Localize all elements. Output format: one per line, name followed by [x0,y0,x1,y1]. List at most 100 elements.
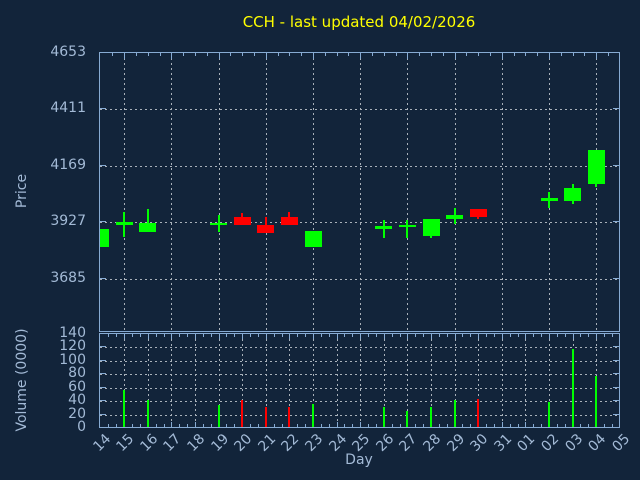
volume-ytick [100,373,106,375]
volume-xtick [517,334,519,337]
candle-body [375,226,393,229]
price-xtick [395,53,397,56]
price-xtick [560,53,562,56]
candle-body [422,219,440,236]
price-axis-label: Price [14,173,30,209]
price-xtick [431,53,432,56]
volume-xtick [344,334,346,337]
volume-bar [146,399,149,427]
volume-xtick [289,334,291,339]
volume-xtick [415,424,417,427]
price-ytick [613,164,619,166]
x-axis-label: Day [345,452,373,468]
volume-xtick [509,424,511,427]
volume-xtick [336,334,338,339]
volume-gridline [525,334,527,427]
volume-xtick [250,424,252,427]
price-xtick [372,53,373,56]
volume-tick-label: 80 [68,365,86,382]
price-xtick [466,53,468,56]
price-xtick [360,53,362,59]
candle-body [100,228,110,248]
volume-xtick [171,334,173,339]
volume-gridline [100,401,619,403]
candle-body [540,198,558,201]
volume-xtick [344,424,346,427]
volume-bar [571,349,574,427]
volume-xtick [210,424,212,427]
volume-bar [217,404,220,427]
price-ytick [100,52,106,53]
volume-ytick [613,413,619,415]
volume-xtick [580,424,582,427]
candle-body [257,225,275,234]
volume-gridline [171,334,173,427]
volume-gridline [265,334,267,427]
volume-gridline [218,334,220,427]
volume-xtick [352,334,354,337]
volume-bar [288,406,291,427]
price-tick-label: 4169 [50,156,86,173]
candle-wick [406,220,409,238]
volume-gridline [100,347,619,349]
volume-xtick [360,334,362,339]
volume-xtick [234,334,236,337]
price-gridline [218,53,220,331]
volume-bar [382,407,385,427]
volume-xtick [163,424,165,427]
volume-xtick [423,424,425,427]
volume-xtick [596,334,598,339]
volume-xtick [108,424,110,427]
volume-xtick [179,424,181,427]
volume-xtick [431,334,432,339]
volume-xtick [281,334,283,337]
volume-xtick [242,334,244,339]
volume-ytick [100,333,106,334]
volume-xtick [517,424,519,427]
volume-xtick [226,424,228,427]
price-xtick [159,53,161,56]
volume-xtick [218,334,220,339]
price-ytick [100,277,106,279]
volume-xtick [132,334,134,337]
volume-xtick [320,424,322,427]
volume-tick-label: 120 [59,338,86,355]
volume-gridline [360,334,362,427]
volume-ytick [613,373,619,375]
volume-gridline [100,374,619,376]
price-gridline [501,53,503,331]
price-xtick [454,53,456,59]
volume-xtick [195,422,196,427]
volume-xtick [226,334,228,337]
price-gridline [360,53,362,331]
volume-xtick [580,334,582,337]
price-xtick [513,53,515,56]
price-xtick [147,53,149,56]
price-tick-label: 3685 [50,269,86,286]
volume-gridline [100,414,619,416]
price-ytick [100,108,106,110]
price-gridline [124,53,126,331]
candle-body [398,225,416,228]
volume-xtick [360,422,362,427]
volume-xtick [478,334,480,339]
price-xtick [183,53,185,56]
volume-bar [241,399,244,427]
volume-xtick [257,334,259,337]
volume-xtick [525,422,527,427]
volume-ytick [613,333,619,334]
volume-xtick [163,334,165,337]
price-xtick [301,53,303,56]
volume-xtick [501,422,503,427]
volume-bar [406,411,409,427]
volume-xtick [328,424,330,427]
volume-xtick [155,334,157,337]
volume-gridline [383,334,385,427]
volume-ytick [100,413,106,415]
volume-xtick [501,334,503,339]
price-xtick [289,53,291,56]
volume-ytick [613,386,619,388]
volume-gridline [454,334,456,427]
candle-body [446,214,464,220]
price-xtick [171,53,173,59]
